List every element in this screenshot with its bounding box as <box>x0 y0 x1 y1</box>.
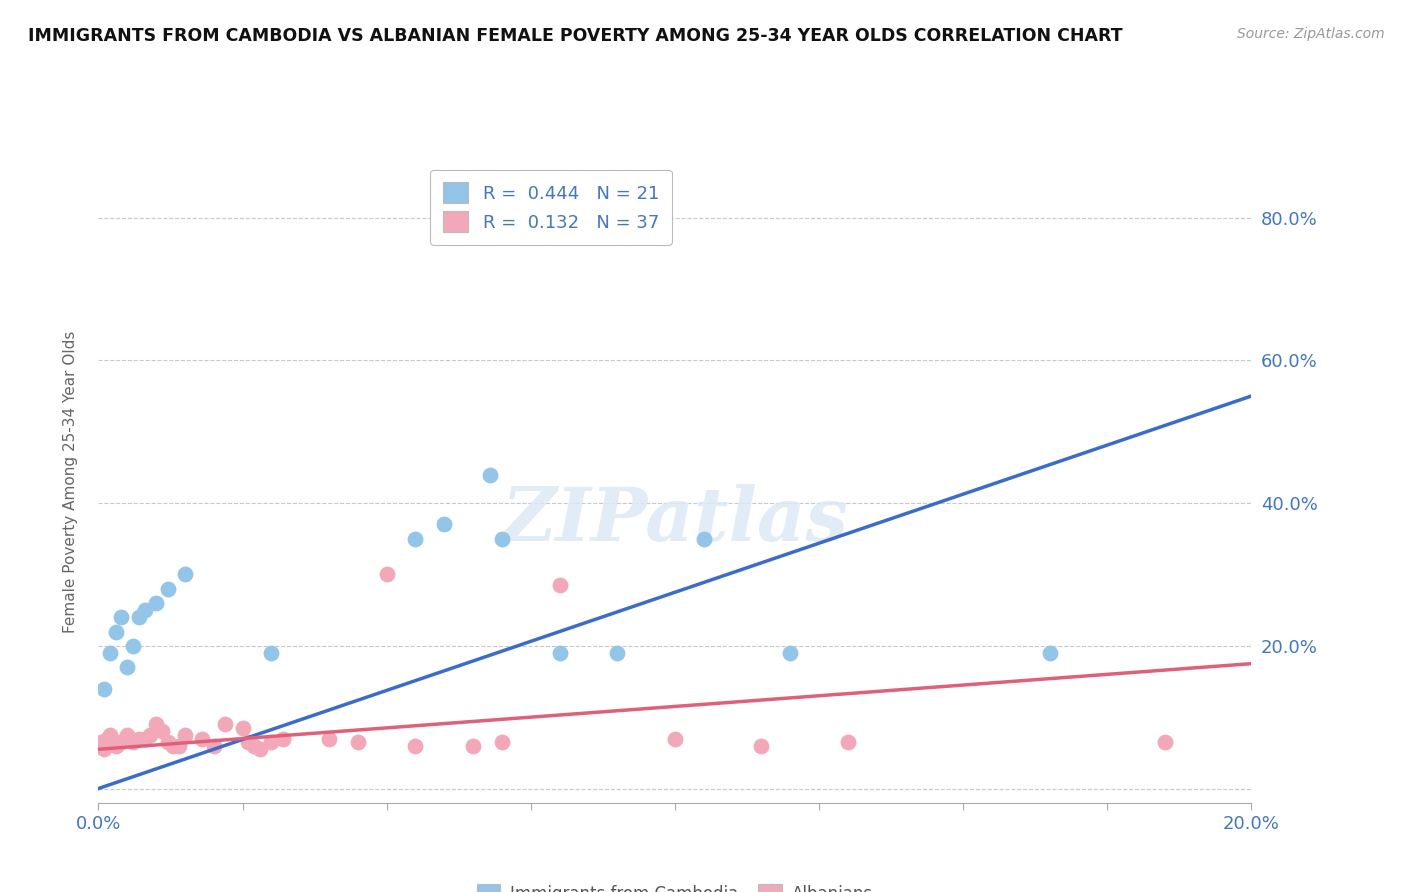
Text: Source: ZipAtlas.com: Source: ZipAtlas.com <box>1237 27 1385 41</box>
Point <box>145 596 167 610</box>
Point <box>405 532 427 546</box>
Point <box>491 532 513 546</box>
Point <box>128 731 150 746</box>
Point <box>139 728 162 742</box>
Point <box>1153 735 1175 749</box>
Point <box>693 532 716 546</box>
Point <box>162 739 184 753</box>
Point <box>318 731 340 746</box>
Point <box>156 582 179 596</box>
Point <box>231 721 254 735</box>
Point <box>150 724 173 739</box>
Point <box>122 639 145 653</box>
Point <box>433 517 456 532</box>
Point <box>174 728 197 742</box>
Point <box>110 610 132 624</box>
Point <box>238 735 260 749</box>
Point <box>90 735 112 749</box>
Point <box>491 735 513 749</box>
Point <box>98 728 121 742</box>
Point <box>548 578 571 592</box>
Text: ZIPatlas: ZIPatlas <box>502 484 848 557</box>
Point <box>346 735 368 749</box>
Legend: R =  0.444   N = 21, R =  0.132   N = 37: R = 0.444 N = 21, R = 0.132 N = 37 <box>430 169 672 244</box>
Point <box>375 567 398 582</box>
Point <box>837 735 859 749</box>
Text: IMMIGRANTS FROM CAMBODIA VS ALBANIAN FEMALE POVERTY AMONG 25-34 YEAR OLDS CORREL: IMMIGRANTS FROM CAMBODIA VS ALBANIAN FEM… <box>28 27 1123 45</box>
Point <box>174 567 197 582</box>
Point <box>145 717 167 731</box>
Point <box>1038 646 1062 660</box>
Point <box>122 735 145 749</box>
Point <box>405 739 427 753</box>
Point <box>117 660 139 674</box>
Y-axis label: Female Poverty Among 25-34 Year Olds: Female Poverty Among 25-34 Year Olds <box>63 331 77 632</box>
Point <box>779 646 801 660</box>
Point <box>134 731 156 746</box>
Point <box>479 467 502 482</box>
Point <box>260 735 283 749</box>
Point <box>202 739 225 753</box>
Point <box>110 735 132 749</box>
Point <box>214 717 236 731</box>
Point <box>751 739 773 753</box>
Point <box>191 731 214 746</box>
Point <box>271 731 294 746</box>
Point <box>249 742 271 756</box>
Point <box>167 739 190 753</box>
Point <box>128 610 150 624</box>
Point <box>664 731 686 746</box>
Point <box>93 742 115 756</box>
Point <box>134 603 156 617</box>
Point <box>98 646 121 660</box>
Point <box>96 731 118 746</box>
Point <box>93 681 115 696</box>
Point <box>104 739 127 753</box>
Point <box>156 735 179 749</box>
Point <box>260 646 283 660</box>
Point <box>104 624 127 639</box>
Point <box>606 646 628 660</box>
Point <box>461 739 484 753</box>
Point <box>548 646 571 660</box>
Point <box>117 728 139 742</box>
Point <box>243 739 266 753</box>
